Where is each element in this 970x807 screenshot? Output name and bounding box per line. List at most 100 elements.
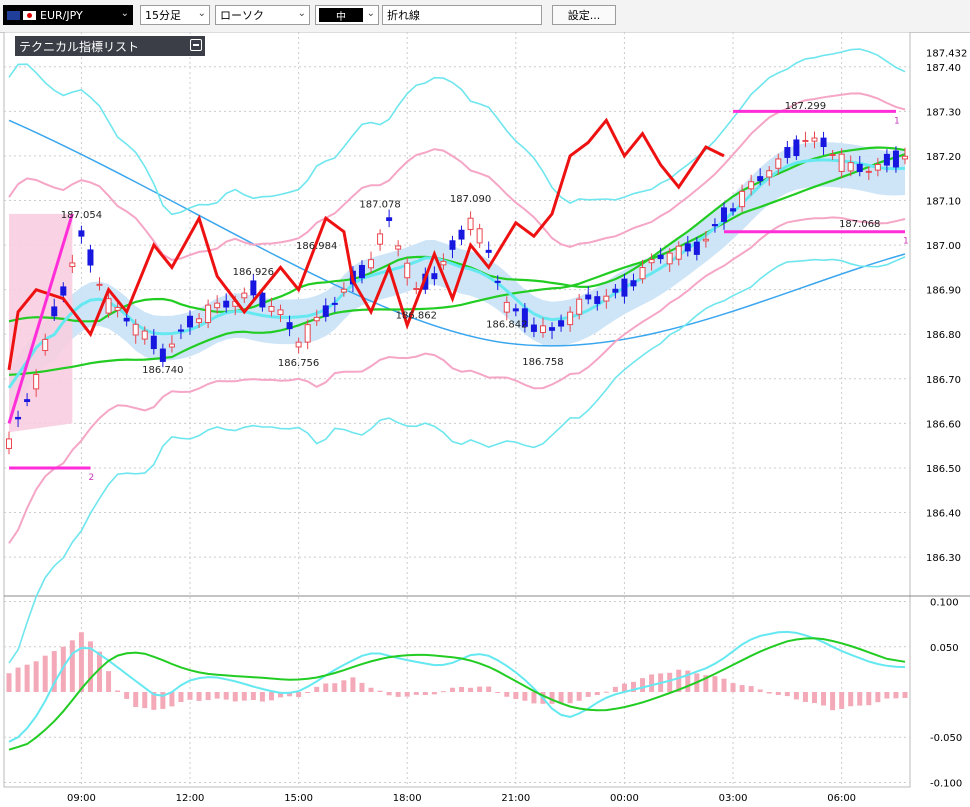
candle-body — [784, 147, 791, 158]
candle-body — [883, 153, 890, 166]
macd-histogram-bar — [811, 692, 817, 704]
macd-histogram-bar — [314, 686, 320, 692]
macd-histogram-bar — [848, 692, 854, 707]
chart-type-label: ローソク — [220, 9, 264, 22]
macd-histogram-bar — [305, 692, 311, 693]
candle-body — [431, 273, 438, 280]
macd-histogram-bar — [730, 683, 736, 692]
price-axis-label: 187.40 — [926, 63, 961, 74]
candle-body — [902, 155, 908, 160]
price-axis-label: 187.20 — [926, 152, 961, 163]
macd-histogram-bar — [839, 692, 845, 709]
macd-histogram-bar — [893, 692, 899, 699]
macd-histogram-bar — [513, 692, 519, 700]
candle-body — [585, 294, 592, 300]
bollinger-lower-1 — [8, 216, 906, 544]
candle-body — [865, 170, 872, 173]
candle-body — [449, 240, 456, 250]
price-axis-label: 186.50 — [926, 464, 961, 475]
candle-body — [395, 245, 402, 250]
candle-body — [340, 288, 347, 293]
moving-average-long — [8, 153, 906, 376]
candle-body — [368, 259, 375, 269]
candle-body — [78, 230, 85, 237]
macd-histogram-bar — [169, 692, 175, 707]
candle-body — [811, 137, 818, 142]
macd-histogram-bar — [603, 691, 609, 693]
macd-histogram-bar — [214, 692, 220, 699]
symbol-label: EUR/JPY — [40, 8, 83, 22]
level-tag: 1 — [903, 237, 909, 247]
price-axis-label: 186.80 — [926, 330, 961, 341]
candle-body — [802, 139, 809, 142]
macd-histogram-bar — [6, 673, 12, 692]
candle-body — [675, 245, 682, 260]
chart-type-select[interactable]: ローソク ⌄ — [215, 5, 310, 25]
macd-histogram-bar — [594, 692, 600, 696]
time-axis-label: 00:00 — [610, 793, 639, 804]
candle-body — [657, 254, 664, 260]
macd-histogram-bar — [395, 692, 401, 697]
candle-body — [268, 306, 275, 312]
timeframe-select[interactable]: 15分足 ⌄ — [140, 5, 210, 25]
candle-body — [458, 229, 465, 240]
candle-body — [485, 249, 492, 253]
candle-body — [639, 267, 646, 280]
macd-histogram-bar — [142, 692, 148, 709]
cloud-band — [9, 142, 905, 415]
current-price-label: 187.432 — [926, 49, 967, 60]
macd-histogram-bar — [884, 692, 890, 699]
macd-histogram-bar — [241, 692, 247, 701]
price-annotation: 187.299 — [785, 101, 826, 112]
chevron-down-icon: ⌄ — [197, 8, 206, 19]
level-tag: 1 — [894, 116, 900, 126]
jp-flag-icon — [23, 10, 36, 20]
candle-body — [331, 302, 338, 305]
candle-body — [702, 238, 709, 242]
price-annotation: 187.090 — [450, 194, 491, 205]
candle-body — [168, 343, 175, 348]
macd-histogram-bar — [857, 692, 863, 706]
macd-histogram-bar — [341, 680, 347, 692]
candle-body — [775, 158, 782, 169]
candle-body — [313, 316, 320, 322]
macd-histogram-bar — [866, 692, 872, 706]
candle-body — [196, 318, 203, 323]
macd-histogram-bar — [160, 692, 166, 709]
settings-button[interactable]: 設定... — [552, 5, 616, 25]
macd-line — [8, 630, 906, 743]
macd-histogram-bar — [621, 683, 627, 692]
price-annotation: 187.078 — [359, 199, 400, 210]
indicator-list-panel[interactable]: テクニカル指標リスト — [15, 36, 205, 56]
color-scheme-select[interactable]: 中 ⌄ — [315, 5, 379, 25]
sub-type-field[interactable]: 折れ線 — [382, 5, 542, 25]
price-chart[interactable]: 2 1 1 187.054 186.740 186.926 186.756 186.984 18… — [0, 32, 970, 807]
moving-average-cyan — [7, 158, 906, 389]
macd-histogram-bar — [42, 655, 48, 692]
magenta-trend-line — [7, 213, 74, 424]
candle-body — [259, 292, 266, 308]
price-axis-label: 186.40 — [926, 509, 961, 520]
candle-body — [241, 292, 248, 299]
macd-histogram-bar — [115, 690, 121, 692]
macd-histogram-bar — [585, 692, 591, 697]
macd-histogram-bar — [106, 671, 112, 692]
macd-histogram-bar — [51, 651, 57, 692]
candle-body — [413, 287, 420, 290]
macd-histogram-bar — [413, 692, 419, 695]
macd-histogram-bar — [667, 672, 673, 692]
symbol-select[interactable]: EUR/JPY ⌄ — [3, 5, 133, 25]
macd-histogram-bar — [522, 692, 528, 701]
minimize-icon[interactable] — [190, 39, 202, 51]
candle-body — [467, 217, 474, 230]
price-annotation: 186.926 — [233, 267, 274, 278]
macd-histogram-bar — [268, 692, 274, 701]
price-annotation: 186.984 — [296, 241, 337, 252]
macd-histogram-bar — [232, 692, 238, 702]
macd-histogram-bar — [422, 692, 428, 696]
macd-histogram-bar — [766, 692, 772, 694]
macd-histogram-bar — [368, 687, 374, 692]
candle-body — [567, 311, 574, 326]
candle-body — [494, 280, 501, 283]
macd-histogram-bar — [495, 692, 501, 693]
